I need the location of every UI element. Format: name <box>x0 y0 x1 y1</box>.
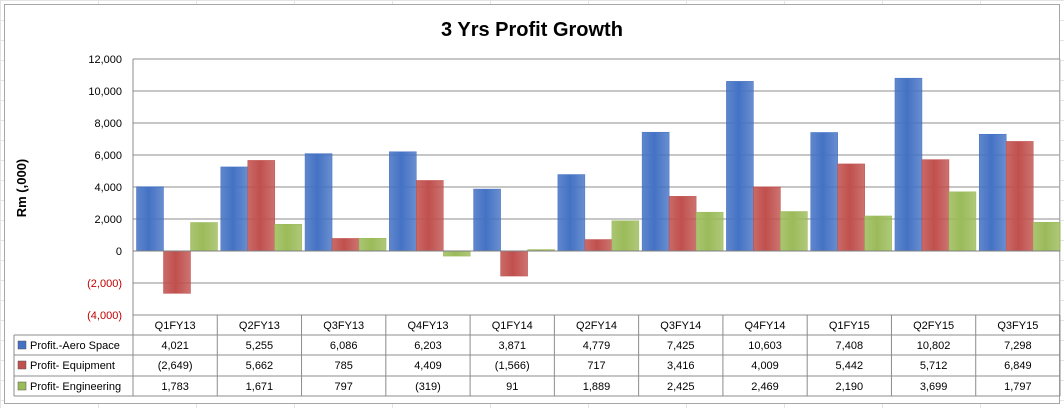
chart-area[interactable] <box>4 4 1060 404</box>
data-label: 6,849 <box>1004 360 1032 372</box>
bar <box>1032 221 1061 252</box>
series-name: Profit- Engineering <box>30 381 121 393</box>
category-label: Q1FY15 <box>829 320 870 332</box>
chart-title: 3 Yrs Profit Growth <box>441 19 623 41</box>
y-tick-label: (2,000) <box>87 278 122 290</box>
bar <box>500 250 528 277</box>
data-label: (1,566) <box>495 360 530 372</box>
data-label: 4,009 <box>751 360 779 372</box>
data-label: 5,255 <box>246 340 274 352</box>
bar <box>837 163 865 252</box>
data-label: 10,802 <box>917 340 951 352</box>
bar <box>894 77 923 252</box>
category-label: Q4FY13 <box>407 320 448 332</box>
data-label: 2,469 <box>751 381 779 393</box>
category-label: Q2FY14 <box>576 320 617 332</box>
y-tick-label: 0 <box>116 246 122 258</box>
data-label: 6,203 <box>414 340 442 352</box>
bar <box>780 211 808 252</box>
data-label: 5,712 <box>920 360 948 372</box>
data-label: 1,671 <box>246 381 274 393</box>
y-axis-label: Rm (,000) <box>14 159 29 218</box>
bar <box>611 220 640 252</box>
data-label: 3,871 <box>498 340 526 352</box>
bar <box>247 160 276 252</box>
bars <box>133 77 1061 294</box>
data-label: 91 <box>506 381 518 393</box>
bar <box>1005 141 1034 252</box>
bar <box>416 180 444 252</box>
data-label: 3,699 <box>920 381 948 393</box>
bar <box>584 239 613 252</box>
bar <box>331 238 360 252</box>
data-label: 2,190 <box>836 381 864 393</box>
category-label: Q2FY13 <box>239 320 280 332</box>
data-label: 3,416 <box>667 360 695 372</box>
data-label: 7,425 <box>667 340 695 352</box>
data-label: 4,409 <box>414 360 442 372</box>
bar <box>948 191 977 252</box>
y-tick-label: 6,000 <box>94 150 122 162</box>
data-label: 4,021 <box>161 340 189 352</box>
data-label: 7,298 <box>1004 340 1032 352</box>
data-label: 5,662 <box>246 360 274 372</box>
bar <box>163 250 191 294</box>
bar <box>810 132 838 252</box>
bar <box>220 166 249 252</box>
y-tick-label: 12,000 <box>88 54 122 66</box>
legend-key <box>17 360 27 370</box>
bar <box>304 153 333 252</box>
bar <box>668 196 697 252</box>
data-label: 10,603 <box>748 340 782 352</box>
y-tick-label: 10,000 <box>88 86 122 98</box>
data-label: (319) <box>415 381 441 393</box>
bar <box>190 222 218 252</box>
series-name: Profit.-Aero Space <box>30 340 120 352</box>
category-label: Q1FY14 <box>492 320 533 332</box>
y-tick-label: 2,000 <box>94 214 122 226</box>
legend-key <box>17 340 27 350</box>
category-label: Q4FY14 <box>745 320 786 332</box>
data-label: 6,086 <box>330 340 358 352</box>
bar <box>358 237 387 252</box>
bar <box>864 215 892 252</box>
y-tick-label: 8,000 <box>94 118 122 130</box>
data-label: 785 <box>335 360 353 372</box>
y-axis-ticks: 12,000 10,000 8,000 6,000 4,000 2,000 0 (2,000)… <box>87 54 122 322</box>
data-label: 1,783 <box>161 381 189 393</box>
data-label: 2,425 <box>667 381 695 393</box>
bar <box>443 250 471 257</box>
bar <box>641 131 670 252</box>
bar <box>389 151 417 252</box>
data-table: Q1FY13 Q2FY13 Q3FY13 Q4FY13 Q1FY14 Q2FY14 Q3FY… <box>13 314 1061 397</box>
data-label: 7,408 <box>836 340 864 352</box>
category-label: Q3FY15 <box>997 320 1038 332</box>
legend-key <box>17 381 27 391</box>
category-label: Q3FY13 <box>323 320 364 332</box>
category-label: Q3FY14 <box>660 320 701 332</box>
y-tick-label: 4,000 <box>94 182 122 194</box>
category-label: Q1FY13 <box>155 320 196 332</box>
data-label: (2,649) <box>158 360 193 372</box>
y-tick-label: (4,000) <box>87 310 122 322</box>
bar <box>695 211 724 252</box>
data-label: 4,779 <box>583 340 611 352</box>
data-label: 1,797 <box>1004 381 1032 393</box>
bar <box>921 159 950 252</box>
data-label: 1,889 <box>583 381 611 393</box>
bar <box>473 188 501 252</box>
bar <box>753 186 781 252</box>
series-name: Profit- Equipment <box>30 360 115 372</box>
data-label: 797 <box>335 381 353 393</box>
data-label: 717 <box>587 360 605 372</box>
bar <box>274 224 303 252</box>
category-label: Q2FY15 <box>913 320 954 332</box>
bar <box>136 186 164 252</box>
bar <box>726 81 754 252</box>
data-label: 5,442 <box>836 360 864 372</box>
bar <box>557 174 586 252</box>
bar <box>978 133 1007 252</box>
